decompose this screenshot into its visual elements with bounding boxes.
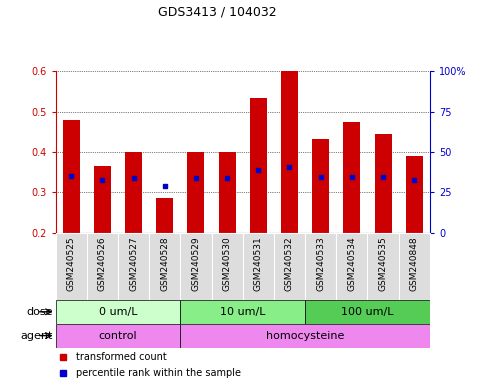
Text: agent: agent xyxy=(21,331,53,341)
Text: GSM240527: GSM240527 xyxy=(129,236,138,291)
Bar xyxy=(242,233,274,300)
Text: GSM240535: GSM240535 xyxy=(379,236,387,291)
Bar xyxy=(336,233,368,300)
Bar xyxy=(180,300,305,324)
Bar xyxy=(94,166,111,233)
Bar xyxy=(118,233,149,300)
Bar xyxy=(56,233,87,300)
Text: percentile rank within the sample: percentile rank within the sample xyxy=(76,368,241,379)
Bar xyxy=(398,233,430,300)
Text: homocysteine: homocysteine xyxy=(266,331,344,341)
Text: GSM240528: GSM240528 xyxy=(160,236,169,291)
Bar xyxy=(312,139,329,233)
Text: transformed count: transformed count xyxy=(76,352,167,362)
Bar xyxy=(180,324,430,348)
Bar xyxy=(187,152,204,233)
Text: GSM240533: GSM240533 xyxy=(316,236,325,291)
Bar xyxy=(149,233,180,300)
Text: 10 um/L: 10 um/L xyxy=(220,307,266,317)
Bar xyxy=(87,233,118,300)
Bar xyxy=(56,324,180,348)
Bar xyxy=(180,233,212,300)
Text: GSM240531: GSM240531 xyxy=(254,236,263,291)
Bar xyxy=(56,300,180,324)
Bar xyxy=(406,156,423,233)
Bar xyxy=(374,134,392,233)
Bar xyxy=(218,152,236,233)
Text: GSM240530: GSM240530 xyxy=(223,236,232,291)
Text: GDS3413 / 104032: GDS3413 / 104032 xyxy=(158,6,277,19)
Bar xyxy=(156,199,173,233)
Text: dose: dose xyxy=(27,307,53,317)
Bar xyxy=(250,98,267,233)
Text: GSM240534: GSM240534 xyxy=(347,236,356,291)
Bar xyxy=(281,70,298,233)
Text: GSM240532: GSM240532 xyxy=(285,236,294,291)
Text: 100 um/L: 100 um/L xyxy=(341,307,394,317)
Text: GSM240526: GSM240526 xyxy=(98,236,107,291)
Text: GSM240525: GSM240525 xyxy=(67,236,76,291)
Bar xyxy=(274,233,305,300)
Bar xyxy=(63,120,80,233)
Bar xyxy=(305,300,430,324)
Bar xyxy=(212,233,242,300)
Text: GSM240529: GSM240529 xyxy=(191,236,200,291)
Text: control: control xyxy=(99,331,137,341)
Bar xyxy=(125,152,142,233)
Text: GSM240848: GSM240848 xyxy=(410,236,419,291)
Bar xyxy=(343,122,360,233)
Bar xyxy=(305,233,336,300)
Text: 0 um/L: 0 um/L xyxy=(99,307,137,317)
Bar xyxy=(368,233,398,300)
